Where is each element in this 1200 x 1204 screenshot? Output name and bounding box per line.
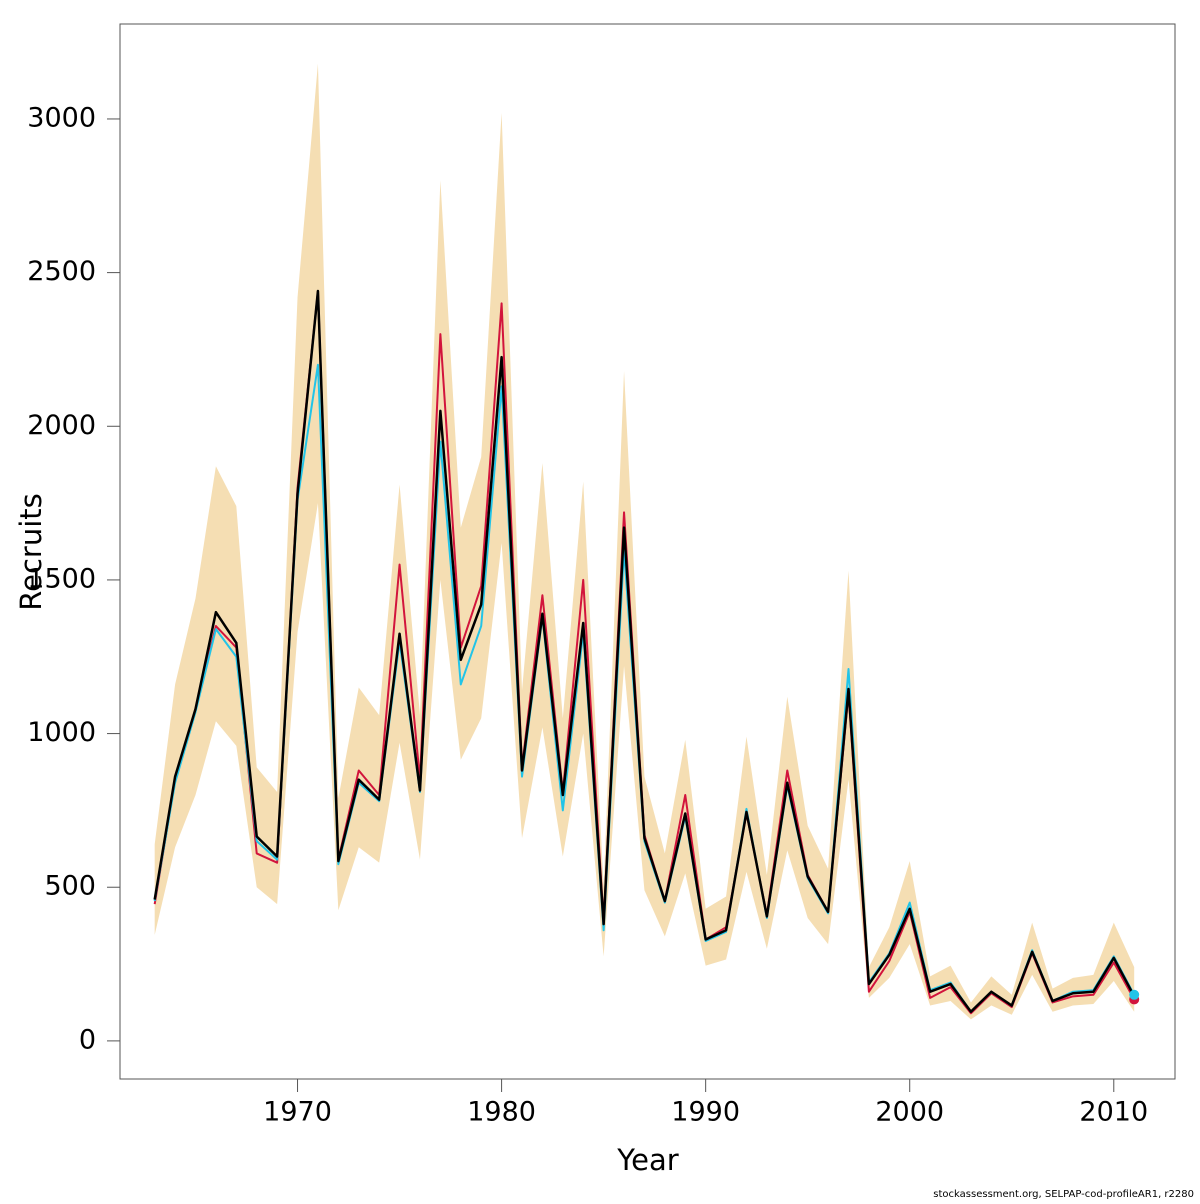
x-tick-label: 2000 [875, 1097, 944, 1128]
plot-frame [119, 23, 1176, 1080]
y-tick-label: 3000 [27, 102, 96, 133]
y-axis-label: Recruits [14, 493, 48, 610]
y-tick-label: 1500 [27, 563, 96, 594]
x-tick-label: 1980 [467, 1097, 536, 1128]
y-tick-label: 1000 [27, 717, 96, 748]
x-tick-label: 2010 [1079, 1097, 1148, 1128]
y-tick-label: 2500 [27, 256, 96, 287]
x-tick-label: 1970 [263, 1097, 332, 1128]
series-line [153, 289, 1136, 1013]
y-tick-label: 0 [79, 1024, 96, 1055]
y-tick-label: 2000 [27, 410, 96, 441]
caption: stockassessment.org, SELPAP-cod-profileA… [933, 1189, 1194, 1200]
x-tick-label: 1990 [671, 1097, 740, 1128]
end-point [1129, 989, 1140, 1000]
x-axis-label: Year [616, 1143, 678, 1177]
y-tick-label: 500 [44, 871, 96, 902]
confidence-band [154, 63, 1135, 1020]
